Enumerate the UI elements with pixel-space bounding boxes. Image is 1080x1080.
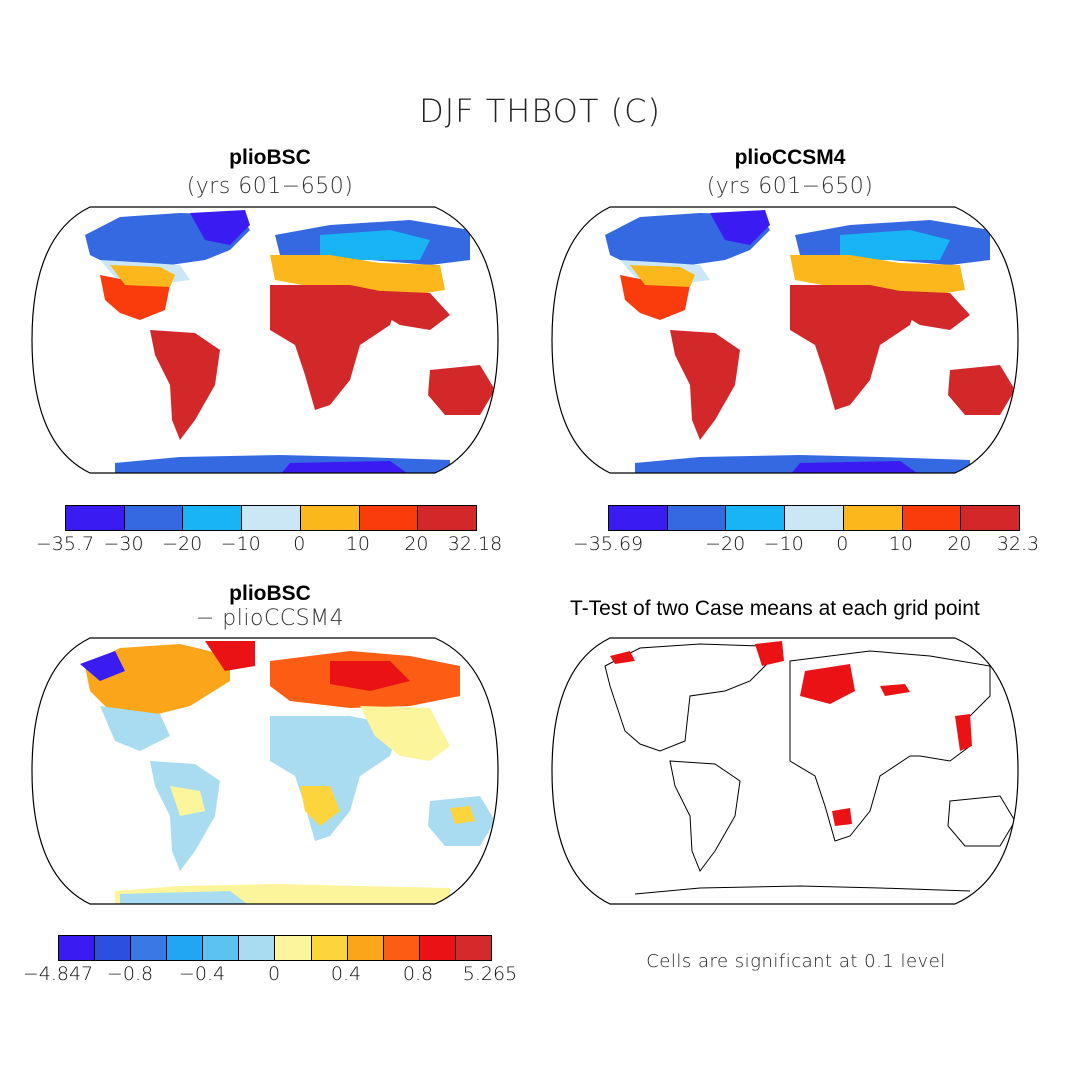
colorbar-swatch [242,506,301,530]
colorbar-swatch [167,936,204,960]
colorbar-swatch [609,506,668,530]
greenland [190,210,250,245]
colorbar-tick-label: 0 [836,533,849,555]
colorbar-tick-label: 20 [947,533,972,555]
colorbar-tick-label: −10 [220,533,261,555]
north-america-mild [110,265,175,287]
colorbar-tick-label: 10 [888,533,913,555]
colorbar-swatch [95,936,132,960]
main-title: DJF THBOT (C) [419,92,661,130]
colorbar-plioCCSM4-labels: −35.69 −20 −10 0 10 20 32.3 [573,533,1039,557]
asia-cool [320,230,430,260]
colorbar-tick-label: −0.4 [178,963,226,985]
colorbar-swatch [59,936,96,960]
colorbar-swatch [843,506,903,530]
north-america-warm [100,275,170,320]
panel-subtitle-top-right: (yrs 601−650) [706,174,874,199]
south-america [150,330,220,440]
asia-south [360,290,450,330]
panel-title-top-right: plioCCSM4 [734,146,846,169]
colorbar-tick-label: −35.69 [572,533,644,555]
colorbar-swatch [383,936,420,960]
colorbar-tick-label: 0 [293,533,306,555]
colorbar-swatch [419,936,456,960]
antarctica-interior [280,461,410,473]
panel-title-top-left: plioBSC [229,146,311,169]
colorbar-swatch [418,506,477,530]
colorbar-plioBSC-labels: −35.7 −30 −20 −10 0 10 20 32.18 [36,533,502,557]
colorbar-swatch [359,506,419,530]
colorbar-swatch [131,936,168,960]
colorbar-swatch [275,936,312,960]
colorbar-tick-label: 32.18 [447,533,503,555]
colorbar-plioCCSM4 [608,505,1020,531]
colorbar-tick-label: −35.7 [35,533,95,555]
colorbar-swatch [183,506,243,530]
colorbar-tick-label: 0.4 [330,963,362,985]
colorbar-tick-label: 32.3 [996,533,1040,555]
map-difference [31,637,499,905]
colorbar-swatch [124,506,184,530]
colorbar-difference-labels: −4.847 −0.8 −0.4 0 0.4 0.8 5.265 [23,963,517,987]
colorbar-tick-label: 10 [345,533,370,555]
colorbar-tick-label: −0.8 [106,963,154,985]
panel-title-bottom-left: plioBSC [229,582,311,605]
colorbar-swatch [785,506,844,530]
colorbar-swatch [961,506,1020,530]
colorbar-swatch [66,506,125,530]
panel-subtitle-top-left: (yrs 601−650) [186,174,354,199]
colorbar-tick-label: 5.265 [462,963,518,985]
map-ttest [551,637,1019,905]
colorbar-swatch [347,936,384,960]
colorbar-swatch [239,936,276,960]
colorbar-tick-label: −20 [162,533,203,555]
africa-mideast [270,285,400,410]
colorbar-tick-label: −10 [763,533,804,555]
panel-title-bottom-right: T-Test of two Case means at each grid po… [570,597,980,620]
colorbar-swatch [203,936,240,960]
colorbar-swatch [902,506,962,530]
panel-subtitle-bottom-left: − plioCCSM4 [195,606,345,631]
colorbar-swatch [311,936,348,960]
australia [428,365,495,415]
colorbar-tick-label: −30 [103,533,144,555]
significance-note: Cells are significant at 0.1 level [646,951,946,972]
colorbar-swatch [300,506,360,530]
map-plioBSC [31,206,499,474]
colorbar-swatch [667,506,727,530]
colorbar-plioBSC [65,505,477,531]
colorbar-swatch [455,936,491,960]
map-plioCCSM4 [551,206,1019,474]
colorbar-swatch [726,506,786,530]
colorbar-tick-label: −4.847 [22,963,94,985]
colorbar-tick-label: 0 [267,963,281,985]
colorbar-difference [58,935,492,961]
colorbar-tick-label: 0.8 [402,963,434,985]
colorbar-tick-label: 20 [404,533,429,555]
colorbar-tick-label: −20 [705,533,746,555]
